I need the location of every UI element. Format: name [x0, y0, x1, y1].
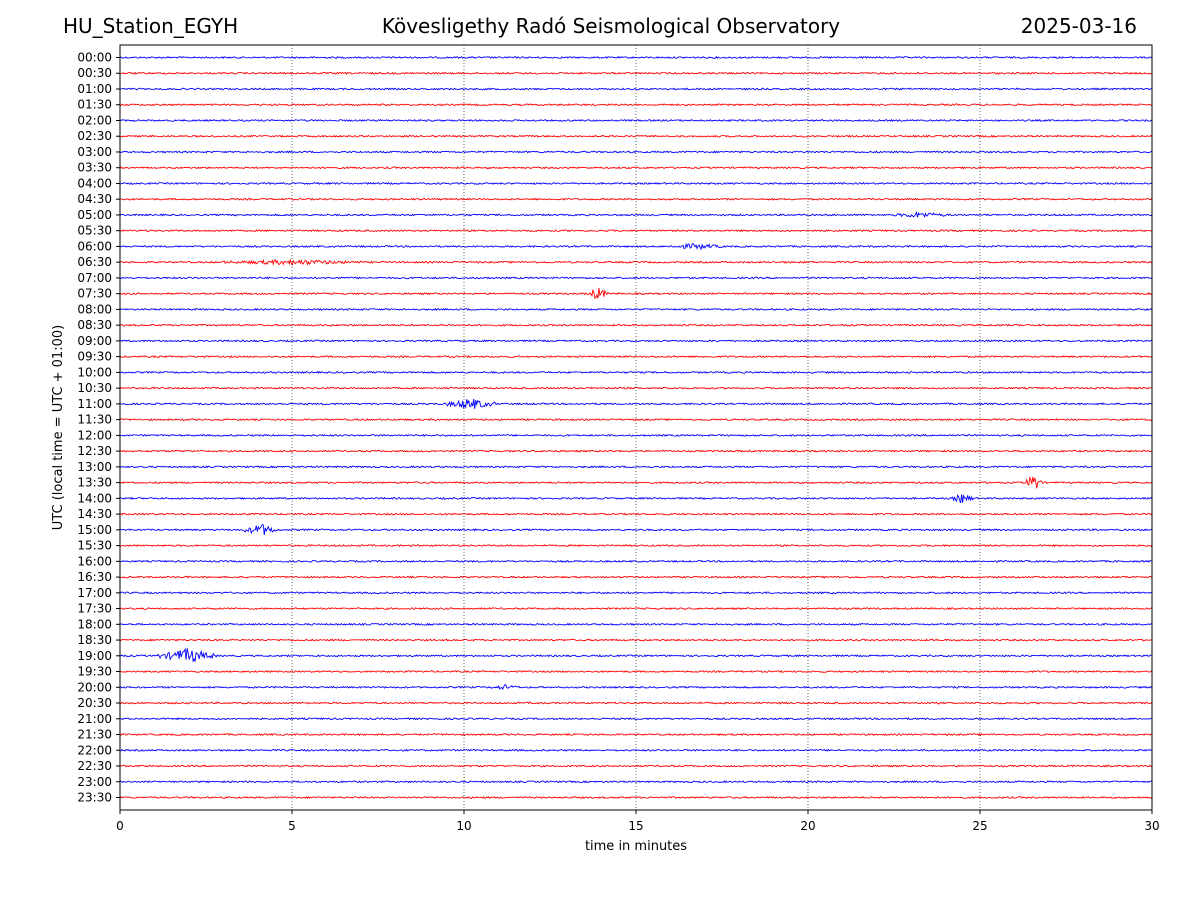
- trace-1530: [119, 544, 1153, 548]
- trace-0130: [119, 103, 1153, 107]
- y-tick-label: 13:30: [77, 476, 112, 490]
- y-tick-label: 08:30: [77, 318, 112, 332]
- y-tick-label: 16:00: [77, 554, 112, 568]
- observatory-title: Kövesligethy Radó Seismological Observat…: [381, 14, 841, 38]
- y-tick-label: 18:30: [77, 633, 112, 647]
- trace-0730: [119, 287, 1153, 300]
- y-tick-label: 10:00: [77, 365, 112, 379]
- record-date: 2025-03-16: [1020, 14, 1137, 38]
- x-tick-label: 20: [800, 819, 815, 833]
- y-tick-label: 18:00: [77, 617, 112, 631]
- y-tick-label: 01:30: [77, 98, 112, 112]
- y-tick-label: 08:00: [77, 302, 112, 316]
- y-tick-label: 05:00: [77, 208, 112, 222]
- trace-0930: [119, 355, 1153, 359]
- y-tick-label: 10:30: [77, 381, 112, 395]
- y-tick-label: 16:30: [77, 570, 112, 584]
- y-tick-label: 09:00: [77, 334, 112, 348]
- y-tick-label: 05:30: [77, 224, 112, 238]
- y-tick-label: 17:30: [77, 602, 112, 616]
- trace-0700: [119, 276, 1153, 280]
- y-tick-label: 06:30: [77, 255, 112, 269]
- y-tick-label: 11:30: [77, 413, 112, 427]
- trace-2300: [119, 780, 1153, 784]
- y-tick-label: 14:00: [77, 491, 112, 505]
- trace-1330: [119, 476, 1153, 489]
- y-tick-label: 23:30: [77, 791, 112, 805]
- y-tick-label: 06:00: [77, 239, 112, 253]
- y-tick-label: 20:30: [77, 696, 112, 710]
- y-tick-label: 00:00: [77, 51, 112, 65]
- trace-1930: [119, 669, 1153, 674]
- trace-1500: [119, 523, 1153, 535]
- y-tick-label: 22:00: [77, 743, 112, 757]
- trace-0900: [119, 339, 1153, 343]
- trace-0100: [119, 87, 1153, 91]
- trace-2000: [119, 684, 1153, 690]
- trace-2100: [120, 717, 1153, 721]
- y-tick-label: 21:00: [77, 712, 112, 726]
- station-name: HU_Station_EGYH: [63, 14, 239, 38]
- y-tick-label: 04:30: [77, 192, 112, 206]
- y-tick-label: 03:30: [77, 161, 112, 175]
- y-tick-label: 02:00: [77, 113, 112, 127]
- y-tick-label: 20:00: [77, 680, 112, 694]
- x-tick-label: 30: [1144, 819, 1159, 833]
- x-tick-label: 25: [972, 819, 987, 833]
- y-tick-label: 02:30: [77, 129, 112, 143]
- trace-2130: [119, 732, 1153, 737]
- x-tick-label: 0: [116, 819, 124, 833]
- y-tick-label: 23:00: [77, 775, 112, 789]
- trace-1830: [119, 638, 1153, 642]
- x-tick-label: 10: [456, 819, 471, 833]
- y-tick-label: 01:00: [77, 82, 112, 96]
- y-tick-label: 09:30: [77, 350, 112, 364]
- y-axis-label: UTC (local time = UTC + 01:00): [51, 325, 66, 530]
- trace-1730: [119, 607, 1153, 611]
- y-tick-label: 11:00: [77, 397, 112, 411]
- y-tick-label: 00:30: [77, 66, 112, 80]
- x-tick-label: 5: [288, 819, 296, 833]
- y-tick-label: 14:30: [77, 507, 112, 521]
- y-tick-label: 03:00: [77, 145, 112, 159]
- y-tick-label: 04:00: [77, 176, 112, 190]
- y-tick-label: 15:00: [77, 523, 112, 537]
- y-tick-label: 19:00: [77, 649, 112, 663]
- y-tick-label: 07:00: [77, 271, 112, 285]
- y-tick-label: 17:00: [77, 586, 112, 600]
- y-tick-label: 15:30: [77, 539, 112, 553]
- trace-0330: [119, 166, 1153, 170]
- x-axis-label: time in minutes: [585, 839, 687, 854]
- y-tick-label: 19:30: [77, 665, 112, 679]
- trace-0300: [119, 150, 1153, 154]
- y-tick-label: 22:30: [77, 759, 112, 773]
- trace-1100: [119, 399, 1153, 410]
- trace-1130: [119, 418, 1153, 422]
- trace-2330: [119, 795, 1153, 800]
- trace-0500: [119, 210, 1153, 218]
- trace-1300: [119, 465, 1153, 469]
- x-tick-label: 15: [628, 819, 643, 833]
- y-tick-label: 13:00: [77, 460, 112, 474]
- y-tick-label: 21:30: [77, 728, 112, 742]
- y-tick-label: 07:30: [77, 287, 112, 301]
- trace-1700: [119, 591, 1153, 595]
- y-tick-label: 12:30: [77, 444, 112, 458]
- y-tick-label: 12:00: [77, 428, 112, 442]
